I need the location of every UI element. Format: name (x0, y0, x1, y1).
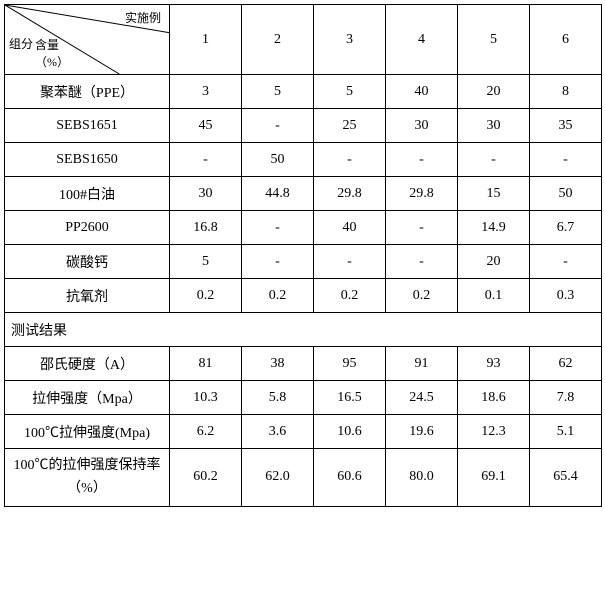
data-cell: 6.2 (170, 415, 242, 449)
data-cell: 50 (530, 177, 602, 211)
data-cell: 81 (170, 347, 242, 381)
data-cell: - (314, 143, 386, 177)
data-cell: 65.4 (530, 449, 602, 507)
data-cell: - (458, 143, 530, 177)
row-label: 100#白油 (5, 177, 170, 211)
data-cell: 16.5 (314, 381, 386, 415)
data-cell: 0.1 (458, 279, 530, 313)
data-cell: 60.6 (314, 449, 386, 507)
data-cell: 45 (170, 109, 242, 143)
data-cell: 29.8 (386, 177, 458, 211)
data-cell: 30 (170, 177, 242, 211)
data-cell: 5 (314, 75, 386, 109)
row-label: 邵氏硬度（A） (5, 347, 170, 381)
data-cell: 7.8 (530, 381, 602, 415)
data-cell: 14.9 (458, 211, 530, 245)
data-cell: 20 (458, 75, 530, 109)
data-cell: 62.0 (242, 449, 314, 507)
row-label: 抗氧剂 (5, 279, 170, 313)
data-cell: 10.6 (314, 415, 386, 449)
data-cell: 69.1 (458, 449, 530, 507)
data-cell: 6.7 (530, 211, 602, 245)
data-cell: - (170, 143, 242, 177)
data-cell: 25 (314, 109, 386, 143)
data-cell: - (242, 109, 314, 143)
data-cell: 5.1 (530, 415, 602, 449)
data-cell: 29.8 (314, 177, 386, 211)
row-label: SEBS1651 (5, 109, 170, 143)
data-cell: 12.3 (458, 415, 530, 449)
data-cell: 30 (458, 109, 530, 143)
data-cell: 80.0 (386, 449, 458, 507)
data-cell: 0.2 (242, 279, 314, 313)
data-table: 实施例组分含量 （%）123456聚苯醚（PPE）35540208SEBS165… (4, 4, 602, 507)
data-cell: 40 (314, 211, 386, 245)
data-cell: - (386, 211, 458, 245)
data-cell: 44.8 (242, 177, 314, 211)
header-label-example: 实施例 (125, 9, 161, 26)
data-cell: 5.8 (242, 381, 314, 415)
diagonal-header-cell: 实施例组分含量 （%） (5, 5, 170, 75)
data-cell: 30 (386, 109, 458, 143)
row-label: SEBS1650 (5, 143, 170, 177)
data-cell: 16.8 (170, 211, 242, 245)
data-cell: 5 (170, 245, 242, 279)
row-label: PP2600 (5, 211, 170, 245)
data-cell: 95 (314, 347, 386, 381)
data-cell: - (386, 143, 458, 177)
data-cell: 5 (242, 75, 314, 109)
header-label-component: 组分 (9, 35, 33, 52)
data-cell: - (530, 143, 602, 177)
data-cell: 18.6 (458, 381, 530, 415)
data-cell: 20 (458, 245, 530, 279)
results-section-header: 测试结果 (5, 313, 602, 347)
column-header: 1 (170, 5, 242, 75)
data-cell: 19.6 (386, 415, 458, 449)
data-cell: - (530, 245, 602, 279)
row-label: 碳酸钙 (5, 245, 170, 279)
data-cell: 8 (530, 75, 602, 109)
data-cell: 3.6 (242, 415, 314, 449)
data-cell: 24.5 (386, 381, 458, 415)
header-label-content: 含量 （%） (35, 36, 69, 70)
data-cell: 0.2 (386, 279, 458, 313)
data-cell: 60.2 (170, 449, 242, 507)
row-label: 拉伸强度（Mpa） (5, 381, 170, 415)
column-header: 2 (242, 5, 314, 75)
column-header: 4 (386, 5, 458, 75)
data-cell: 0.2 (170, 279, 242, 313)
row-label: 100℃的拉伸强度保持率（%） (5, 449, 170, 507)
data-cell: 3 (170, 75, 242, 109)
column-header: 5 (458, 5, 530, 75)
data-cell: - (386, 245, 458, 279)
row-label: 100℃拉伸强度(Mpa) (5, 415, 170, 449)
data-cell: 0.2 (314, 279, 386, 313)
column-header: 3 (314, 5, 386, 75)
data-cell: 15 (458, 177, 530, 211)
data-cell: 62 (530, 347, 602, 381)
data-cell: 50 (242, 143, 314, 177)
row-label: 聚苯醚（PPE） (5, 75, 170, 109)
data-cell: 91 (386, 347, 458, 381)
data-cell: - (242, 211, 314, 245)
data-cell: - (242, 245, 314, 279)
data-cell: - (314, 245, 386, 279)
data-cell: 10.3 (170, 381, 242, 415)
data-cell: 93 (458, 347, 530, 381)
data-cell: 40 (386, 75, 458, 109)
column-header: 6 (530, 5, 602, 75)
data-cell: 0.3 (530, 279, 602, 313)
data-cell: 35 (530, 109, 602, 143)
data-cell: 38 (242, 347, 314, 381)
